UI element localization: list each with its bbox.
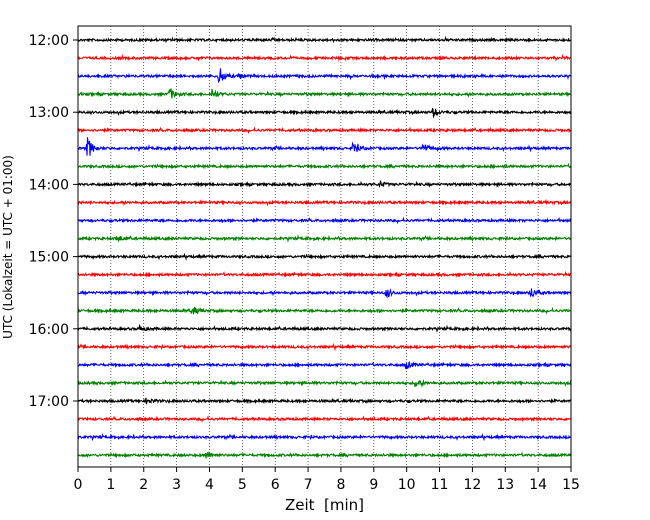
- y-tick-label-4: 16:00: [29, 322, 69, 338]
- trace-1700: [77, 397, 572, 405]
- trace-1730: [77, 432, 572, 442]
- trace-1715: [77, 415, 572, 423]
- y-tick-label-3: 15:00: [29, 250, 69, 266]
- trace-1330: [77, 137, 572, 156]
- x-tick-label-5: 5: [238, 477, 247, 493]
- trace-group: [77, 35, 572, 459]
- trace-1745: [77, 451, 572, 459]
- trace-1600: [77, 323, 572, 333]
- trace-1415: [77, 198, 572, 207]
- x-tick-label-12: 12: [463, 477, 481, 493]
- trace-1245: [77, 88, 572, 99]
- x-axis-label: Zeit [min]: [285, 496, 364, 514]
- trace-1230: [77, 68, 572, 84]
- x-tick-label-9: 9: [369, 477, 378, 493]
- trace-1515: [77, 270, 572, 278]
- trace-1630: [77, 361, 572, 370]
- trace-1300: [77, 107, 572, 119]
- trace-1545: [77, 306, 572, 315]
- x-tick-label-2: 2: [139, 477, 148, 493]
- x-tick-label-13: 13: [496, 477, 514, 493]
- trace-1615: [77, 342, 572, 352]
- x-tick-label-0: 0: [74, 477, 83, 493]
- x-axis: 0 1 2 3 4 5 6 7 8 9 10 11 12 13 14 15: [74, 467, 580, 493]
- y-axis: 12:00 13:00 14:00 15:00 16:00 17:00: [29, 33, 78, 410]
- x-tick-label-14: 14: [529, 477, 547, 493]
- x-tick-label-7: 7: [304, 477, 313, 493]
- trace-1315: [77, 126, 572, 135]
- x-tick-label-6: 6: [271, 477, 280, 493]
- trace-1430: [77, 216, 572, 225]
- trace-1500: [77, 252, 572, 261]
- x-tick-label-15: 15: [562, 477, 580, 493]
- x-tick-label-11: 11: [431, 477, 449, 493]
- trace-1400: [77, 180, 572, 189]
- y-axis-label: UTC (Lokalzeit = UTC + 01:00): [1, 155, 15, 339]
- trace-1445: [77, 234, 572, 243]
- trace-1200: [77, 35, 572, 44]
- trace-1215: [77, 53, 572, 62]
- y-tick-label-5: 17:00: [29, 394, 69, 410]
- x-tick-label-10: 10: [398, 477, 416, 493]
- x-tick-label-8: 8: [336, 477, 345, 493]
- x-tick-label-1: 1: [106, 477, 115, 493]
- trace-1530: [77, 288, 572, 299]
- y-tick-label-1: 13:00: [29, 105, 69, 121]
- x-tick-label-3: 3: [172, 477, 181, 493]
- plot-frame: [77, 25, 572, 468]
- x-tick-label-4: 4: [205, 477, 214, 493]
- y-tick-label-0: 12:00: [29, 33, 69, 49]
- trace-1645: [77, 379, 572, 388]
- y-tick-label-2: 14:00: [29, 177, 69, 193]
- trace-1345: [77, 162, 572, 170]
